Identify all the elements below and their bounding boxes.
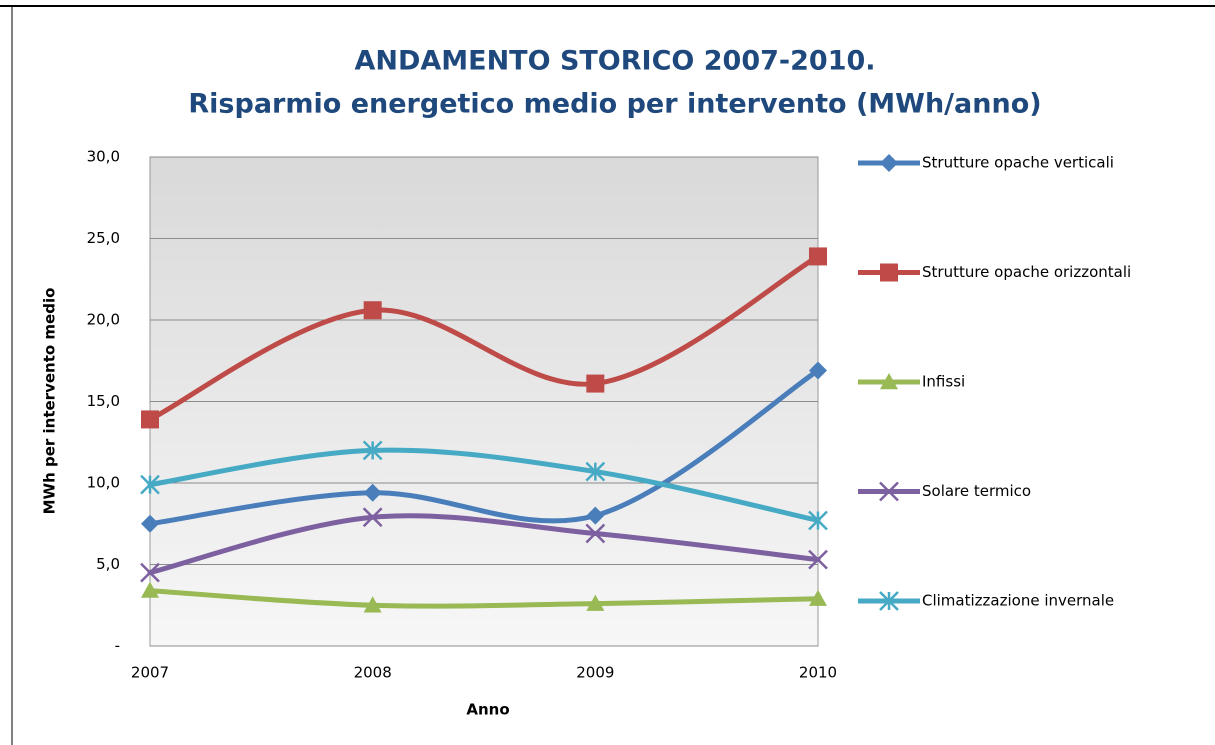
x-tick-label: 2007 <box>131 664 169 682</box>
legend-label: Infissi <box>922 373 965 391</box>
series-line <box>147 368 821 527</box>
marker <box>362 507 383 528</box>
legend-marker <box>879 591 899 611</box>
legend-marker <box>879 481 899 502</box>
legend-label: Strutture opache orizzontali <box>922 263 1131 281</box>
y-axis-title: MWh per intervento medio <box>41 288 59 515</box>
y-tick-label: - <box>115 637 120 655</box>
marker <box>809 361 827 380</box>
x-tick-label: 2010 <box>799 664 837 682</box>
legend-marker <box>880 154 898 172</box>
marker <box>363 301 382 320</box>
x-axis-title: Anno <box>466 701 509 719</box>
x-tick-label: 2009 <box>576 664 614 682</box>
legend-label: Solare termico <box>922 482 1031 500</box>
legend-label: Climatizzazione invernale <box>922 592 1114 610</box>
y-tick-label: 20,0 <box>87 311 120 329</box>
legend-marker <box>880 373 898 390</box>
marker <box>140 562 160 583</box>
series-line <box>147 447 821 523</box>
marker <box>363 596 382 613</box>
marker <box>140 474 160 495</box>
marker <box>585 523 606 544</box>
marker <box>808 510 828 531</box>
marker <box>141 410 159 429</box>
chart-subtitle: Risparmio energetico medio per intervent… <box>188 89 1041 120</box>
marker <box>586 374 605 393</box>
y-tick-label: 5,0 <box>96 555 120 573</box>
series-line <box>147 253 821 422</box>
marker <box>585 461 606 482</box>
marker <box>586 506 605 525</box>
series-line <box>147 513 821 576</box>
legend-marker <box>880 263 898 282</box>
marker <box>809 247 827 266</box>
series-line <box>147 588 821 609</box>
marker <box>363 483 382 502</box>
y-tick-label: 30,0 <box>87 148 120 166</box>
marker <box>141 581 159 598</box>
marker <box>141 514 159 533</box>
marker <box>362 440 383 461</box>
marker <box>809 589 827 606</box>
chart-title: ANDAMENTO STORICO 2007-2010. <box>354 46 875 77</box>
legend-label: Strutture opache verticali <box>922 154 1114 172</box>
y-tick-label: 10,0 <box>87 474 120 492</box>
x-tick-label: 2008 <box>354 664 392 682</box>
y-tick-label: 25,0 <box>87 229 120 247</box>
y-tick-label: 15,0 <box>87 392 120 410</box>
marker <box>586 594 605 611</box>
marker <box>808 549 828 570</box>
